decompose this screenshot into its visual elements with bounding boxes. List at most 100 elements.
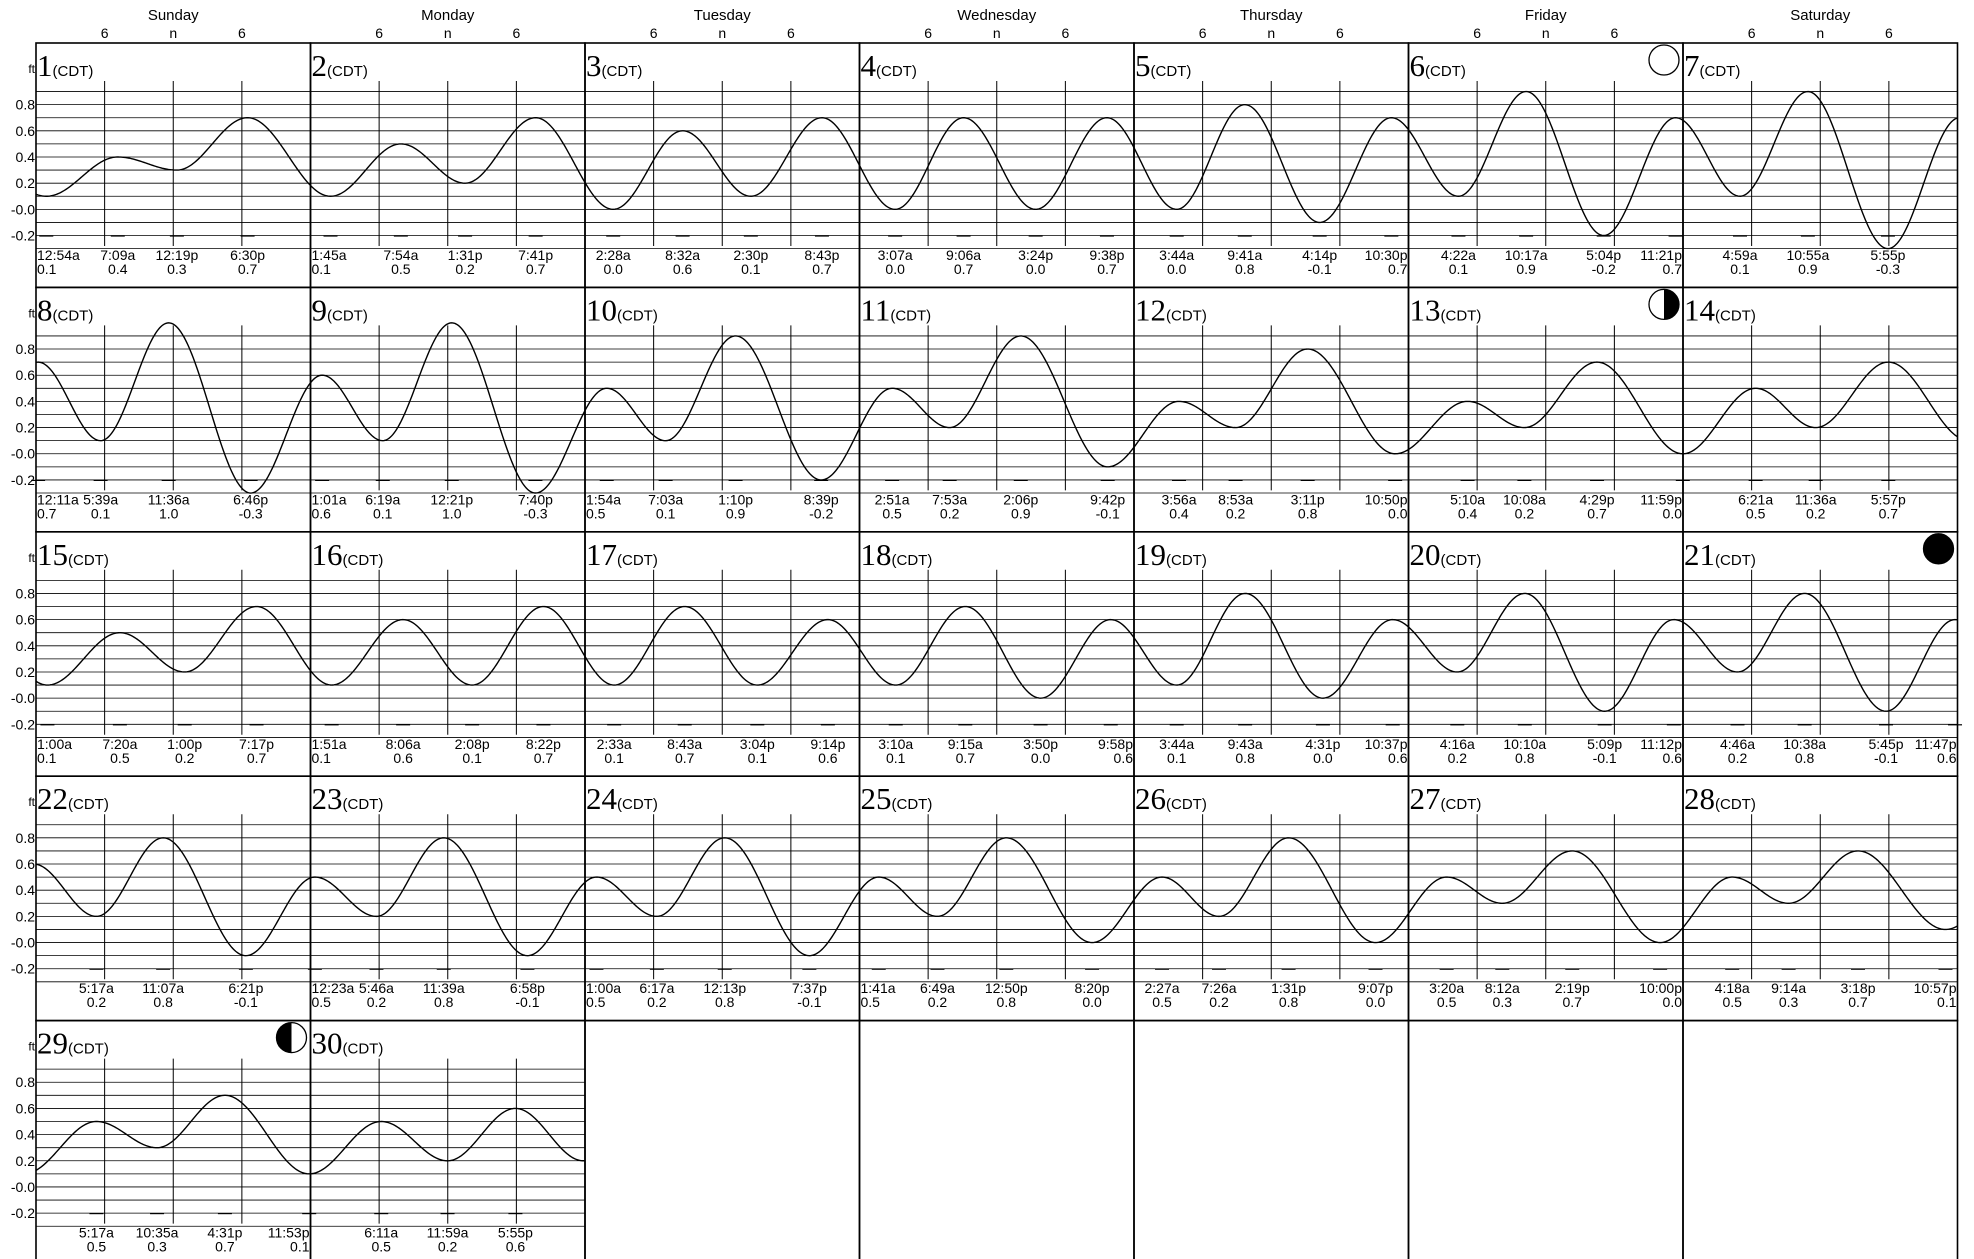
tide-time-label: 5:10a xyxy=(1450,491,1485,507)
tide-time-label: 5:17a xyxy=(79,980,114,996)
tide-height-label: 0.8 xyxy=(1795,750,1815,766)
tide-height-label: 0.5 xyxy=(586,994,606,1010)
tide-time-label: 1:41a xyxy=(861,980,896,996)
tide-time-label: 1:00a xyxy=(586,980,621,996)
day-cell xyxy=(584,81,861,250)
timezone-label: (CDT) xyxy=(1425,63,1466,80)
tide-curve-series xyxy=(1682,90,1958,250)
hour-tick-label: 6 xyxy=(650,25,658,41)
tide-height-label: 0.5 xyxy=(1722,994,1742,1010)
calendar-cell-border xyxy=(584,1019,861,1259)
day-cell xyxy=(35,814,311,983)
tide-height-label: 0.3 xyxy=(1779,994,1799,1010)
tide-height-label: 0.1 xyxy=(290,1239,310,1255)
tide-height-label: 0.0 xyxy=(1026,261,1046,277)
tide-height-label: 0.2 xyxy=(1448,750,1468,766)
day-number: 26(CDT) xyxy=(1135,781,1207,816)
calendar-cell-border xyxy=(1682,1019,1959,1259)
tide-time-label: 5:09p xyxy=(1587,736,1622,752)
day-cell xyxy=(310,1058,586,1227)
tide-height-label: 0.1 xyxy=(741,261,761,277)
tide-curve-series xyxy=(1133,103,1410,224)
day-number-value: 21 xyxy=(1684,537,1715,572)
y-tick-label: 0.8 xyxy=(16,585,36,601)
weekday-header: Monday xyxy=(421,7,475,24)
tide-time-label: 1:31p xyxy=(1271,980,1306,996)
tide-height-label: 0.6 xyxy=(393,750,413,766)
day-cell xyxy=(584,814,861,983)
tide-time-label: 7:53a xyxy=(932,491,967,507)
tide-time-label: 12:19p xyxy=(155,247,198,263)
day-cell xyxy=(858,81,1135,250)
hour-tick-label: 6 xyxy=(238,25,246,41)
day-number-value: 17 xyxy=(586,537,617,572)
tide-time-label: 11:47p xyxy=(1915,736,1957,752)
tide-time-label: 3:07a xyxy=(878,247,913,263)
hour-tick-label: 6 xyxy=(1199,25,1207,41)
tide-time-label: 7:41p xyxy=(518,247,553,263)
tide-curve-series xyxy=(35,117,312,197)
tide-height-label: 0.2 xyxy=(1226,505,1246,521)
tide-height-label: -0.1 xyxy=(234,994,258,1010)
tide-height-label: 0.7 xyxy=(1848,994,1868,1010)
day-number-value: 25 xyxy=(861,781,892,816)
day-number: 22(CDT) xyxy=(37,781,109,816)
tide-time-label: 8:39p xyxy=(804,491,839,507)
weekday-header: Saturday xyxy=(1790,7,1851,24)
tide-time-label: 9:38p xyxy=(1089,247,1124,263)
tide-curve-series xyxy=(584,335,861,481)
tide-time-label: 3:50p xyxy=(1023,736,1058,752)
hour-tick-label: n xyxy=(1267,25,1275,41)
tide-height-label: -0.1 xyxy=(515,994,539,1010)
day-number: 23(CDT) xyxy=(312,781,384,816)
timezone-label: (CDT) xyxy=(68,552,109,569)
hour-tick-label: 6 xyxy=(1061,25,1069,41)
tide-height-label: 0.1 xyxy=(1167,750,1187,766)
tide-time-label: 11:39a xyxy=(423,980,465,996)
weekday-header: Thursday xyxy=(1240,7,1303,24)
tide-height-label: 0.5 xyxy=(312,994,332,1010)
day-number-value: 2 xyxy=(312,48,328,83)
day-cell xyxy=(1682,325,1958,494)
tide-time-label: 5:57p xyxy=(1871,491,1906,507)
day-number: 6(CDT) xyxy=(1410,48,1466,83)
timezone-label: (CDT) xyxy=(1151,63,1192,80)
tide-height-label: 0.5 xyxy=(586,505,606,521)
tide-height-label: 0.0 xyxy=(885,261,905,277)
day-cell xyxy=(310,81,586,250)
day-number: 25(CDT) xyxy=(861,781,933,816)
tide-height-label: 0.2 xyxy=(1806,505,1826,521)
day-number: 17(CDT) xyxy=(586,537,658,572)
tide-height-label: 0.1 xyxy=(1937,994,1957,1010)
day-number-value: 23 xyxy=(312,781,343,816)
y-tick-label: 0.2 xyxy=(16,420,36,436)
tide-height-label: 0.2 xyxy=(1728,750,1748,766)
tide-curve-series xyxy=(1133,837,1410,944)
hour-tick-label: 6 xyxy=(512,25,520,41)
day-number: 15(CDT) xyxy=(37,537,109,572)
tide-time-label: 6:46p xyxy=(233,491,268,507)
tide-height-label: 0.0 xyxy=(1663,505,1683,521)
tide-height-label: 1.0 xyxy=(442,505,462,521)
day-number: 30(CDT) xyxy=(312,1026,384,1061)
tide-time-label: 2:30p xyxy=(733,247,768,263)
tide-height-label: 0.7 xyxy=(215,1239,235,1255)
hour-tick-label: n xyxy=(1816,25,1824,41)
tide-time-label: 3:24p xyxy=(1018,247,1053,263)
y-tick-label: 0.4 xyxy=(16,882,36,898)
tide-time-label: 1:54a xyxy=(586,491,621,507)
tide-height-label: 0.0 xyxy=(1031,750,1051,766)
tide-height-label: 0.6 xyxy=(1114,750,1134,766)
tide-time-label: 10:30p xyxy=(1365,247,1408,263)
tide-time-label: 10:10a xyxy=(1503,736,1546,752)
tide-time-label: 5:46a xyxy=(359,980,394,996)
day-cell xyxy=(31,322,312,494)
tide-height-label: 0.2 xyxy=(455,261,475,277)
tide-curve-series xyxy=(309,322,586,494)
tide-time-label: 8:43a xyxy=(667,736,702,752)
day-number-value: 8 xyxy=(37,292,53,327)
day-number: 4(CDT) xyxy=(861,48,917,83)
tide-time-label: 12:50p xyxy=(985,980,1028,996)
tide-time-label: 7:40p xyxy=(518,491,553,507)
y-axis-unit-label: ft xyxy=(28,551,35,565)
